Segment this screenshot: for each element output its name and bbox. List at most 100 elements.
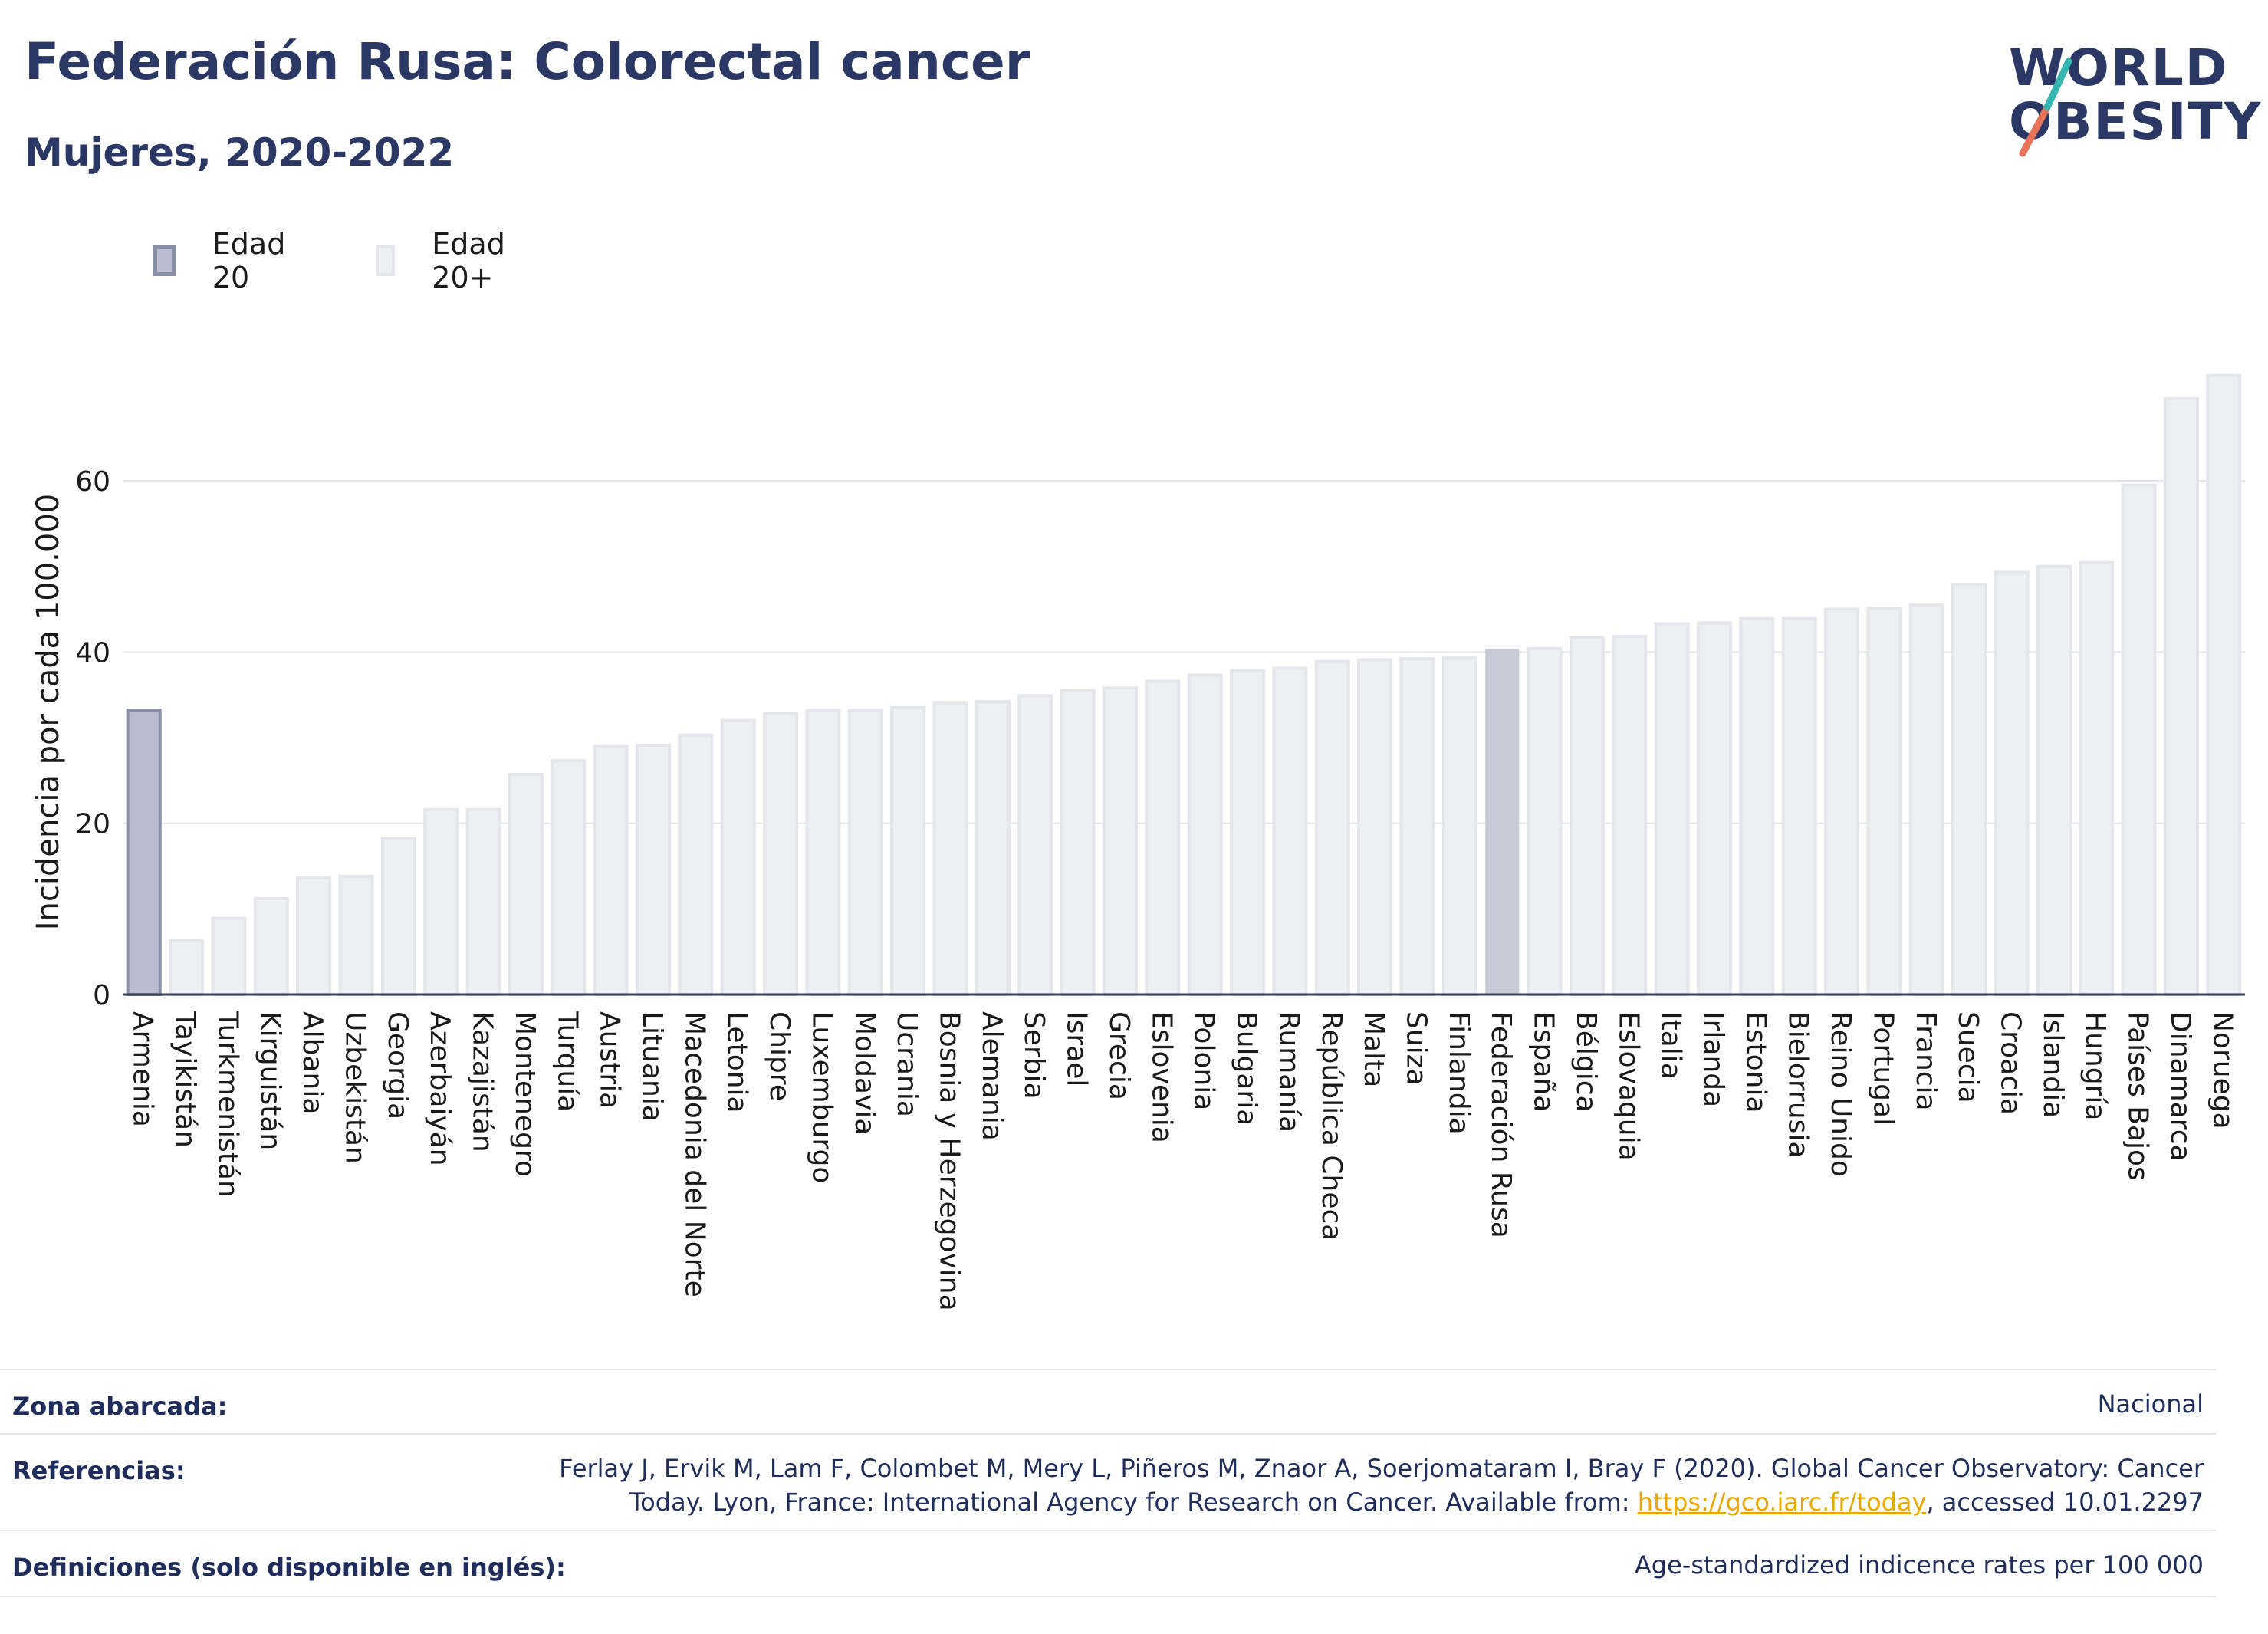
- bar-bélgica[interactable]: [1569, 636, 1605, 996]
- x-tick-label: Tayikistán: [169, 1011, 201, 1148]
- x-tick-label: Ucrania: [891, 1011, 922, 1117]
- x-tick-label: Georgia: [382, 1011, 413, 1119]
- x-tick-label: Azerbaiyán: [424, 1011, 455, 1166]
- bar-moldavia[interactable]: [847, 709, 883, 996]
- bar-federación-rusa[interactable]: [1485, 648, 1520, 995]
- bar-españa[interactable]: [1527, 646, 1563, 996]
- bar-austria[interactable]: [593, 745, 629, 997]
- bar-azerbaiyán[interactable]: [423, 807, 459, 997]
- bar-tayikistán[interactable]: [169, 939, 205, 997]
- bar-alemania[interactable]: [975, 700, 1011, 996]
- bar-ucrania[interactable]: [890, 705, 926, 997]
- bar-uzbekistán[interactable]: [338, 874, 374, 997]
- bar-polonia[interactable]: [1187, 673, 1223, 996]
- legend-item-edad-20-plus[interactable]: Edad 20+: [376, 227, 515, 294]
- x-tick-label: Bosnia y Herzegovina: [934, 1011, 965, 1311]
- bar-francia[interactable]: [1908, 603, 1944, 997]
- x-tick-label: Alemania: [976, 1011, 1007, 1141]
- legend-item-edad-20[interactable]: Edad 20: [153, 227, 293, 294]
- bar-armenia[interactable]: [126, 709, 162, 996]
- bar-bosnia-y-herzegovina[interactable]: [932, 701, 968, 996]
- info-key-definiciones: Definiciones (solo disponible en inglés)…: [12, 1553, 566, 1582]
- bar-grecia[interactable]: [1102, 686, 1138, 996]
- x-tick-label: Turkmenistán: [212, 1011, 243, 1198]
- bar-eslovenia[interactable]: [1145, 679, 1181, 996]
- bar-finlandia[interactable]: [1441, 656, 1477, 997]
- y-tick-label: 60: [75, 466, 110, 498]
- info-ref-line2: Today. Lyon, France: International Agenc…: [559, 1485, 2204, 1519]
- info-ref-line1: Ferlay J, Ervik M, Lam F, Colombet M, Me…: [559, 1454, 2204, 1483]
- x-tick-label: Luxemburgo: [806, 1011, 837, 1183]
- x-tick-label: República Checa: [1316, 1011, 1347, 1241]
- bar-macedonia-del-norte[interactable]: [678, 733, 714, 997]
- bar-serbia[interactable]: [1017, 694, 1053, 996]
- bar-rumanía[interactable]: [1272, 666, 1308, 996]
- bar-suiza[interactable]: [1399, 657, 1435, 996]
- x-tick-label: Portugal: [1867, 1011, 1898, 1126]
- x-tick-label: Polonia: [1188, 1011, 1220, 1110]
- x-tick-label: Suiza: [1400, 1011, 1431, 1086]
- x-tick-label: Suecia: [1952, 1011, 1984, 1103]
- bar-bulgaria[interactable]: [1230, 669, 1266, 997]
- x-tick-label: Estonia: [1740, 1011, 1771, 1113]
- x-tick-label: Bélgica: [1570, 1011, 1602, 1113]
- bar-georgia[interactable]: [380, 837, 416, 997]
- x-tick-label: Reino Unido: [1825, 1011, 1856, 1177]
- bar-suecia[interactable]: [1951, 583, 1987, 996]
- bar-república-checa[interactable]: [1314, 659, 1350, 996]
- x-tick-label: Chipre: [764, 1011, 795, 1101]
- bar-kirguistán[interactable]: [253, 896, 289, 997]
- bar-bielorrusia[interactable]: [1781, 616, 1817, 996]
- bar-dinamarca[interactable]: [2163, 396, 2199, 996]
- bar-letonia[interactable]: [720, 718, 756, 997]
- x-tick-label: Israel: [1061, 1011, 1093, 1087]
- bar-israel[interactable]: [1060, 689, 1096, 996]
- x-tick-label: Armenia: [127, 1011, 159, 1127]
- x-tick-label: Albania: [297, 1011, 328, 1114]
- bar-kazajistán[interactable]: [465, 807, 501, 997]
- bar-estonia[interactable]: [1739, 616, 1775, 996]
- info-ref-link[interactable]: https://gco.iarc.fr/today: [1637, 1488, 1927, 1517]
- x-tick-label: Lituania: [636, 1011, 668, 1122]
- page-subtitle: Mujeres, 2020-2022: [25, 130, 455, 175]
- bar-malta[interactable]: [1357, 658, 1393, 997]
- x-tick-label: Hungría: [2079, 1011, 2111, 1120]
- bar-eslovaquia[interactable]: [1612, 635, 1648, 996]
- logo-line1: WORLD: [2009, 38, 2229, 97]
- x-tick-label: Austria: [594, 1011, 626, 1109]
- x-tick-label: Kazajistán: [467, 1011, 498, 1152]
- x-tick-label: Serbia: [1018, 1011, 1050, 1100]
- bar-países-bajos[interactable]: [2121, 483, 2157, 996]
- bar-chipre[interactable]: [763, 712, 799, 996]
- bar-luxemburgo[interactable]: [805, 709, 841, 996]
- x-tick-label: Macedonia del Norte: [679, 1011, 710, 1297]
- bar-hungría[interactable]: [2079, 561, 2115, 996]
- page-title: Federación Rusa: Colorectal cancer: [25, 32, 1030, 91]
- bar-turquía[interactable]: [551, 759, 587, 997]
- bar-islandia[interactable]: [2036, 564, 2072, 996]
- x-tick-label: Montenegro: [509, 1011, 541, 1177]
- bar-portugal[interactable]: [1866, 607, 1902, 997]
- x-tick-label: Grecia: [1103, 1011, 1135, 1100]
- bar-irlanda[interactable]: [1696, 621, 1733, 996]
- x-tick-label: Noruega: [2207, 1011, 2238, 1129]
- x-tick-label: Dinamarca: [2164, 1011, 2196, 1162]
- bar-lituania[interactable]: [635, 744, 672, 996]
- bar-albania[interactable]: [296, 876, 332, 996]
- bar-montenegro[interactable]: [508, 773, 544, 996]
- x-tick-label: Finlandia: [1443, 1011, 1474, 1135]
- bar-reino-unido[interactable]: [1824, 607, 1860, 996]
- bar-turkmenistán[interactable]: [211, 916, 247, 997]
- legend-swatch-edad-20: [153, 245, 176, 276]
- bar-croacia[interactable]: [1994, 570, 2030, 996]
- legend-label-edad-20-plus: Edad 20+: [432, 227, 505, 294]
- bar-italia[interactable]: [1654, 622, 1690, 996]
- x-tick-label: Letonia: [721, 1011, 753, 1113]
- x-tick-label: Italia: [1655, 1011, 1687, 1080]
- x-tick-label: Federación Rusa: [1485, 1011, 1517, 1238]
- bar-noruega[interactable]: [2206, 373, 2242, 996]
- x-tick-label: España: [1528, 1011, 1560, 1112]
- x-tick-label: Francia: [1910, 1011, 1941, 1111]
- x-tick-label: Turquía: [551, 1011, 583, 1112]
- y-axis-label: Incidencia por cada 100.000: [31, 494, 66, 931]
